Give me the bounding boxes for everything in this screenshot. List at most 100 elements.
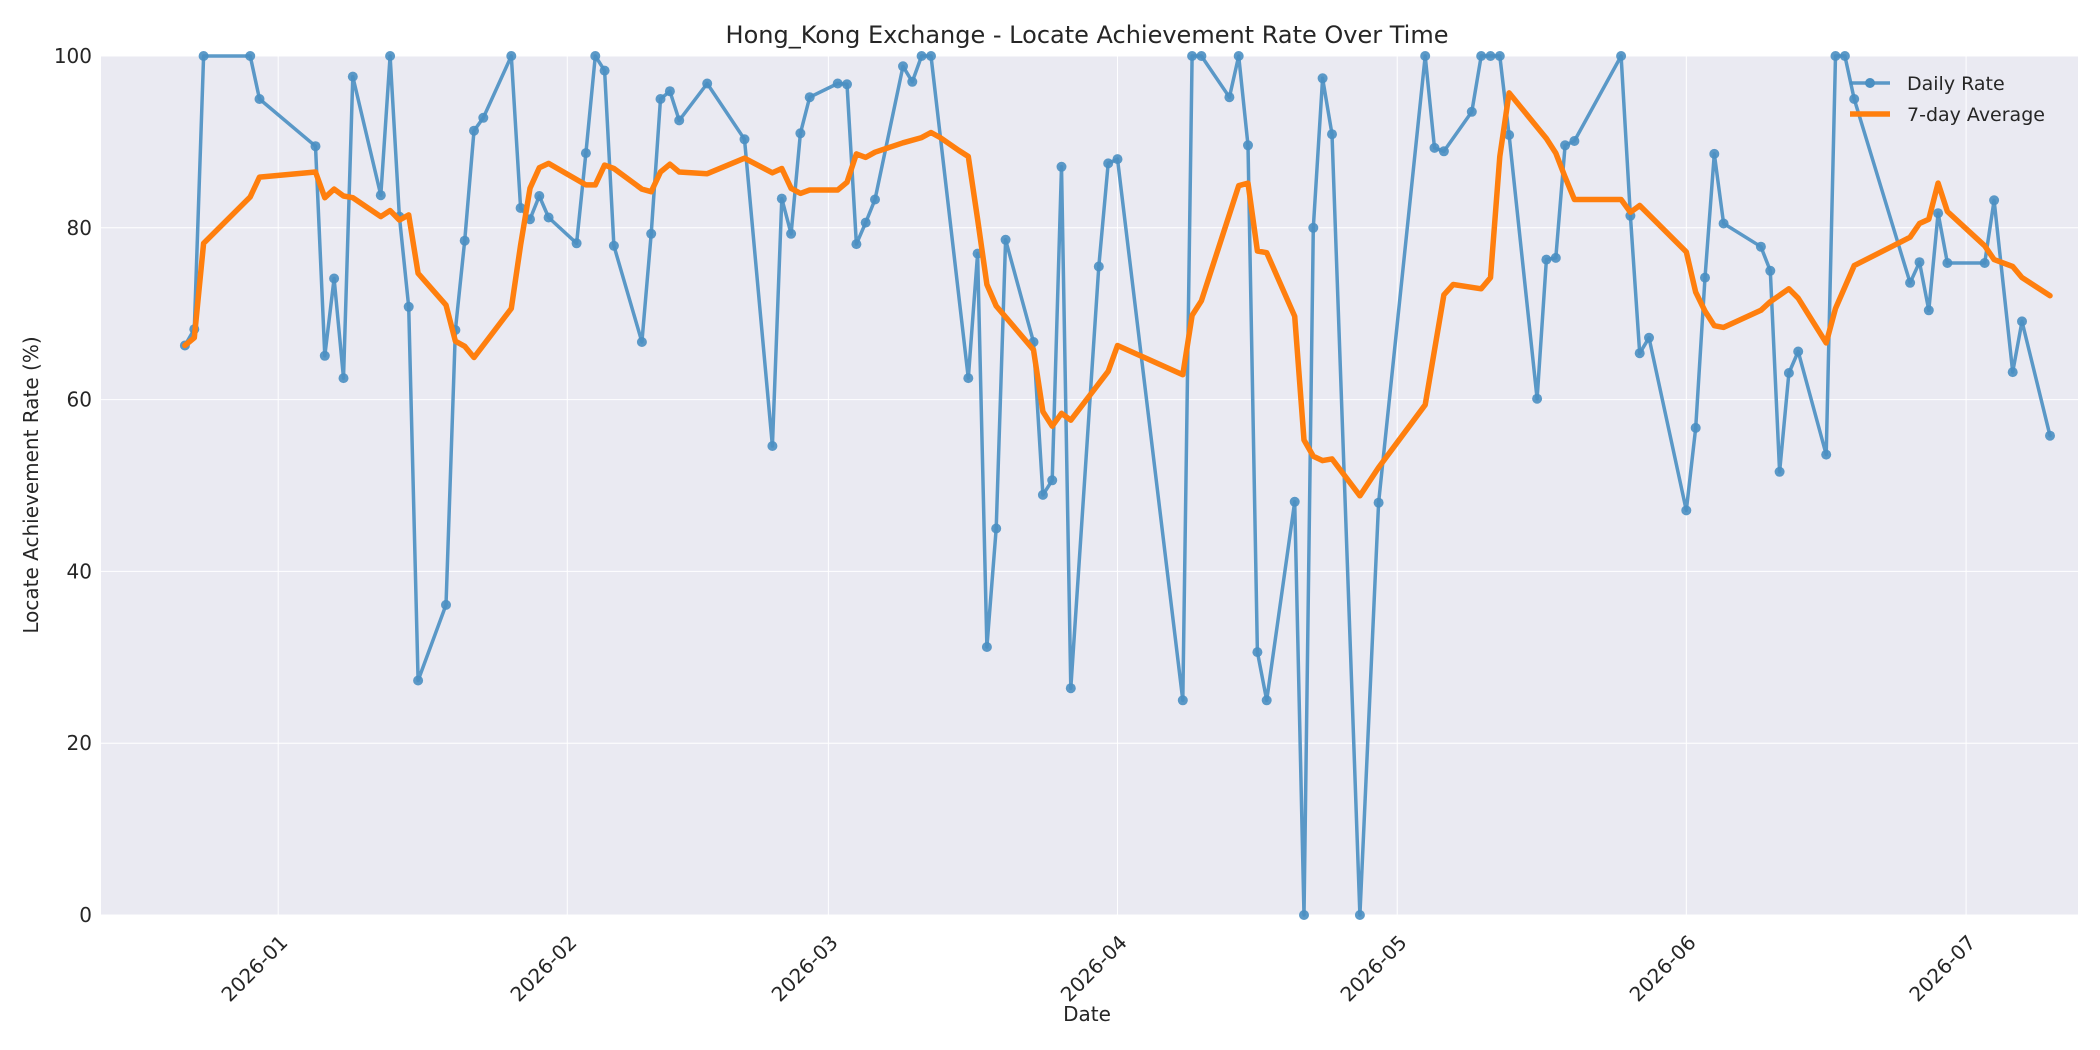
data-point-daily-rate-18 bbox=[469, 125, 479, 136]
data-point-daily-rate-82 bbox=[1466, 106, 1477, 117]
data-point-daily-rate-37 bbox=[767, 441, 778, 451]
data-point-daily-rate-51 bbox=[963, 373, 974, 384]
data-point-daily-rate-114 bbox=[1942, 258, 1953, 268]
y-tick-label-20: 20 bbox=[67, 731, 92, 755]
x-tick-label-2026-05: 2026-05 bbox=[1335, 930, 1411, 1006]
data-point-daily-rate-62 bbox=[1103, 158, 1114, 169]
data-point-daily-rate-66 bbox=[1196, 51, 1207, 61]
data-point-daily-rate-55 bbox=[1000, 234, 1011, 245]
series-daily-rate bbox=[179, 51, 2055, 920]
data-point-daily-rate-88 bbox=[1541, 254, 1552, 265]
data-point-daily-rate-113 bbox=[1933, 208, 1944, 219]
data-point-daily-rate-48 bbox=[907, 76, 918, 87]
data-point-daily-rate-14 bbox=[413, 675, 424, 686]
data-point-daily-rate-25 bbox=[571, 238, 582, 249]
data-point-daily-rate-27 bbox=[590, 51, 601, 61]
data-point-daily-rate-104 bbox=[1783, 368, 1794, 378]
y-axis-label: Locate Achievement Rate (%) bbox=[19, 336, 43, 633]
x-tick-label-2026-03: 2026-03 bbox=[767, 930, 843, 1006]
x-axis-label: Date bbox=[1063, 1002, 1111, 1026]
data-point-daily-rate-118 bbox=[2017, 316, 2027, 327]
data-point-daily-rate-24 bbox=[543, 212, 554, 223]
data-point-daily-rate-70 bbox=[1252, 647, 1263, 658]
data-point-daily-rate-50 bbox=[926, 51, 936, 61]
data-point-daily-rate-100 bbox=[1718, 218, 1729, 229]
data-point-daily-rate-81 bbox=[1438, 146, 1449, 157]
data-point-daily-rate-68 bbox=[1233, 51, 1244, 61]
data-point-daily-rate-102 bbox=[1765, 265, 1776, 276]
data-point-daily-rate-67 bbox=[1224, 92, 1235, 103]
data-point-daily-rate-117 bbox=[2007, 367, 2018, 378]
data-point-daily-rate-112 bbox=[1923, 305, 1934, 316]
y-tick-label-100: 100 bbox=[54, 44, 92, 68]
data-point-daily-rate-85 bbox=[1494, 51, 1505, 61]
data-point-daily-rate-106 bbox=[1821, 449, 1832, 460]
data-point-daily-rate-108 bbox=[1839, 51, 1850, 61]
data-point-daily-rate-78 bbox=[1373, 497, 1384, 508]
legend-marker-daily-rate bbox=[1865, 78, 1875, 88]
series-7-day-average bbox=[182, 90, 2053, 499]
data-point-daily-rate-9 bbox=[347, 71, 358, 82]
data-point-daily-rate-61 bbox=[1093, 261, 1104, 272]
x-tick-label-2026-06: 2026-06 bbox=[1625, 930, 1701, 1006]
data-point-daily-rate-6 bbox=[319, 350, 330, 361]
data-point-daily-rate-35 bbox=[702, 78, 713, 89]
data-point-daily-rate-110 bbox=[1905, 277, 1916, 288]
y-tick-label-60: 60 bbox=[67, 388, 92, 412]
data-point-daily-rate-38 bbox=[776, 193, 787, 204]
data-point-daily-rate-59 bbox=[1056, 161, 1067, 172]
data-point-daily-rate-39 bbox=[786, 228, 797, 239]
data-point-daily-rate-40 bbox=[795, 128, 806, 139]
data-point-daily-rate-34 bbox=[674, 115, 685, 126]
data-point-daily-rate-17 bbox=[459, 235, 470, 246]
data-point-daily-rate-10 bbox=[375, 190, 386, 201]
data-point-daily-rate-41 bbox=[804, 92, 815, 103]
data-point-daily-rate-11 bbox=[385, 51, 396, 61]
data-point-daily-rate-83 bbox=[1476, 51, 1487, 61]
data-point-daily-rate-32 bbox=[655, 94, 666, 104]
data-point-daily-rate-101 bbox=[1755, 241, 1766, 252]
y-tick-label-0: 0 bbox=[79, 903, 92, 927]
data-point-daily-rate-84 bbox=[1485, 51, 1496, 61]
data-point-daily-rate-111 bbox=[1914, 257, 1925, 268]
data-point-daily-rate-116 bbox=[1989, 195, 2000, 206]
data-point-daily-rate-96 bbox=[1681, 505, 1692, 516]
data-point-daily-rate-31 bbox=[646, 228, 657, 239]
legend-label-7-day-average: 7-day Average bbox=[1907, 104, 2045, 126]
x-axis: 2026-01 2026-02 2026-03 2026-04 2026-05 2026-… bbox=[216, 930, 1980, 1006]
data-point-daily-rate-23 bbox=[534, 191, 545, 201]
data-point-daily-rate-60 bbox=[1065, 683, 1076, 694]
data-point-daily-rate-79 bbox=[1420, 51, 1431, 61]
x-tick-label-2026-07: 2026-07 bbox=[1904, 930, 1980, 1006]
data-point-daily-rate-33 bbox=[664, 86, 675, 97]
data-point-daily-rate-46 bbox=[870, 194, 880, 205]
data-point-daily-rate-98 bbox=[1700, 272, 1710, 283]
x-tick-label-2026-04: 2026-04 bbox=[1056, 930, 1132, 1006]
data-point-daily-rate-95 bbox=[1644, 332, 1654, 343]
data-point-daily-rate-69 bbox=[1243, 140, 1253, 151]
data-point-daily-rate-57 bbox=[1037, 489, 1048, 500]
data-point-daily-rate-19 bbox=[478, 112, 489, 123]
data-point-daily-rate-94 bbox=[1634, 348, 1645, 359]
data-point-daily-rate-2 bbox=[198, 51, 209, 61]
data-point-daily-rate-45 bbox=[860, 217, 871, 228]
y-tick-label-80: 80 bbox=[67, 216, 92, 240]
data-point-daily-rate-26 bbox=[580, 148, 591, 159]
data-point-daily-rate-8 bbox=[338, 373, 349, 384]
data-point-daily-rate-49 bbox=[916, 51, 927, 61]
data-point-daily-rate-87 bbox=[1532, 393, 1543, 404]
data-point-daily-rate-73 bbox=[1299, 910, 1309, 920]
y-tick-label-40: 40 bbox=[67, 559, 92, 583]
data-point-daily-rate-107 bbox=[1830, 51, 1841, 61]
data-point-daily-rate-28 bbox=[599, 65, 610, 76]
data-point-daily-rate-29 bbox=[608, 240, 619, 251]
data-point-daily-rate-99 bbox=[1709, 148, 1720, 159]
data-point-daily-rate-64 bbox=[1177, 695, 1188, 706]
data-point-daily-rate-3 bbox=[245, 51, 256, 61]
data-point-daily-rate-58 bbox=[1047, 475, 1058, 486]
data-point-daily-rate-77 bbox=[1354, 910, 1365, 920]
data-point-daily-rate-86 bbox=[1504, 130, 1515, 140]
data-point-daily-rate-75 bbox=[1317, 73, 1328, 84]
data-point-daily-rate-30 bbox=[636, 337, 647, 347]
